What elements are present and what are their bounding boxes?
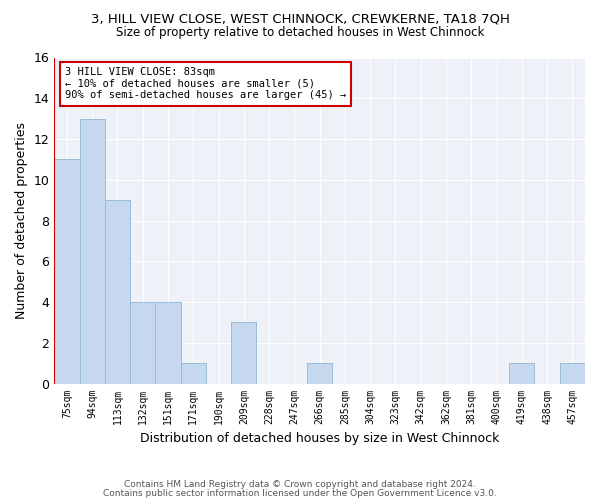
Bar	[181, 363, 206, 384]
Text: 3, HILL VIEW CLOSE, WEST CHINNOCK, CREWKERNE, TA18 7QH: 3, HILL VIEW CLOSE, WEST CHINNOCK, CREWK…	[91, 12, 509, 26]
Y-axis label: Number of detached properties: Number of detached properties	[15, 122, 28, 319]
Bar	[54, 160, 80, 384]
Bar	[105, 200, 130, 384]
Bar	[307, 363, 332, 384]
Text: Size of property relative to detached houses in West Chinnock: Size of property relative to detached ho…	[116, 26, 484, 39]
Bar	[509, 363, 535, 384]
Bar	[130, 302, 155, 384]
Text: Contains public sector information licensed under the Open Government Licence v3: Contains public sector information licen…	[103, 488, 497, 498]
Text: Contains HM Land Registry data © Crown copyright and database right 2024.: Contains HM Land Registry data © Crown c…	[124, 480, 476, 489]
Bar	[80, 118, 105, 384]
X-axis label: Distribution of detached houses by size in West Chinnock: Distribution of detached houses by size …	[140, 432, 499, 445]
Bar	[155, 302, 181, 384]
Bar	[231, 322, 256, 384]
Bar	[560, 363, 585, 384]
Text: 3 HILL VIEW CLOSE: 83sqm
← 10% of detached houses are smaller (5)
90% of semi-de: 3 HILL VIEW CLOSE: 83sqm ← 10% of detach…	[65, 68, 346, 100]
